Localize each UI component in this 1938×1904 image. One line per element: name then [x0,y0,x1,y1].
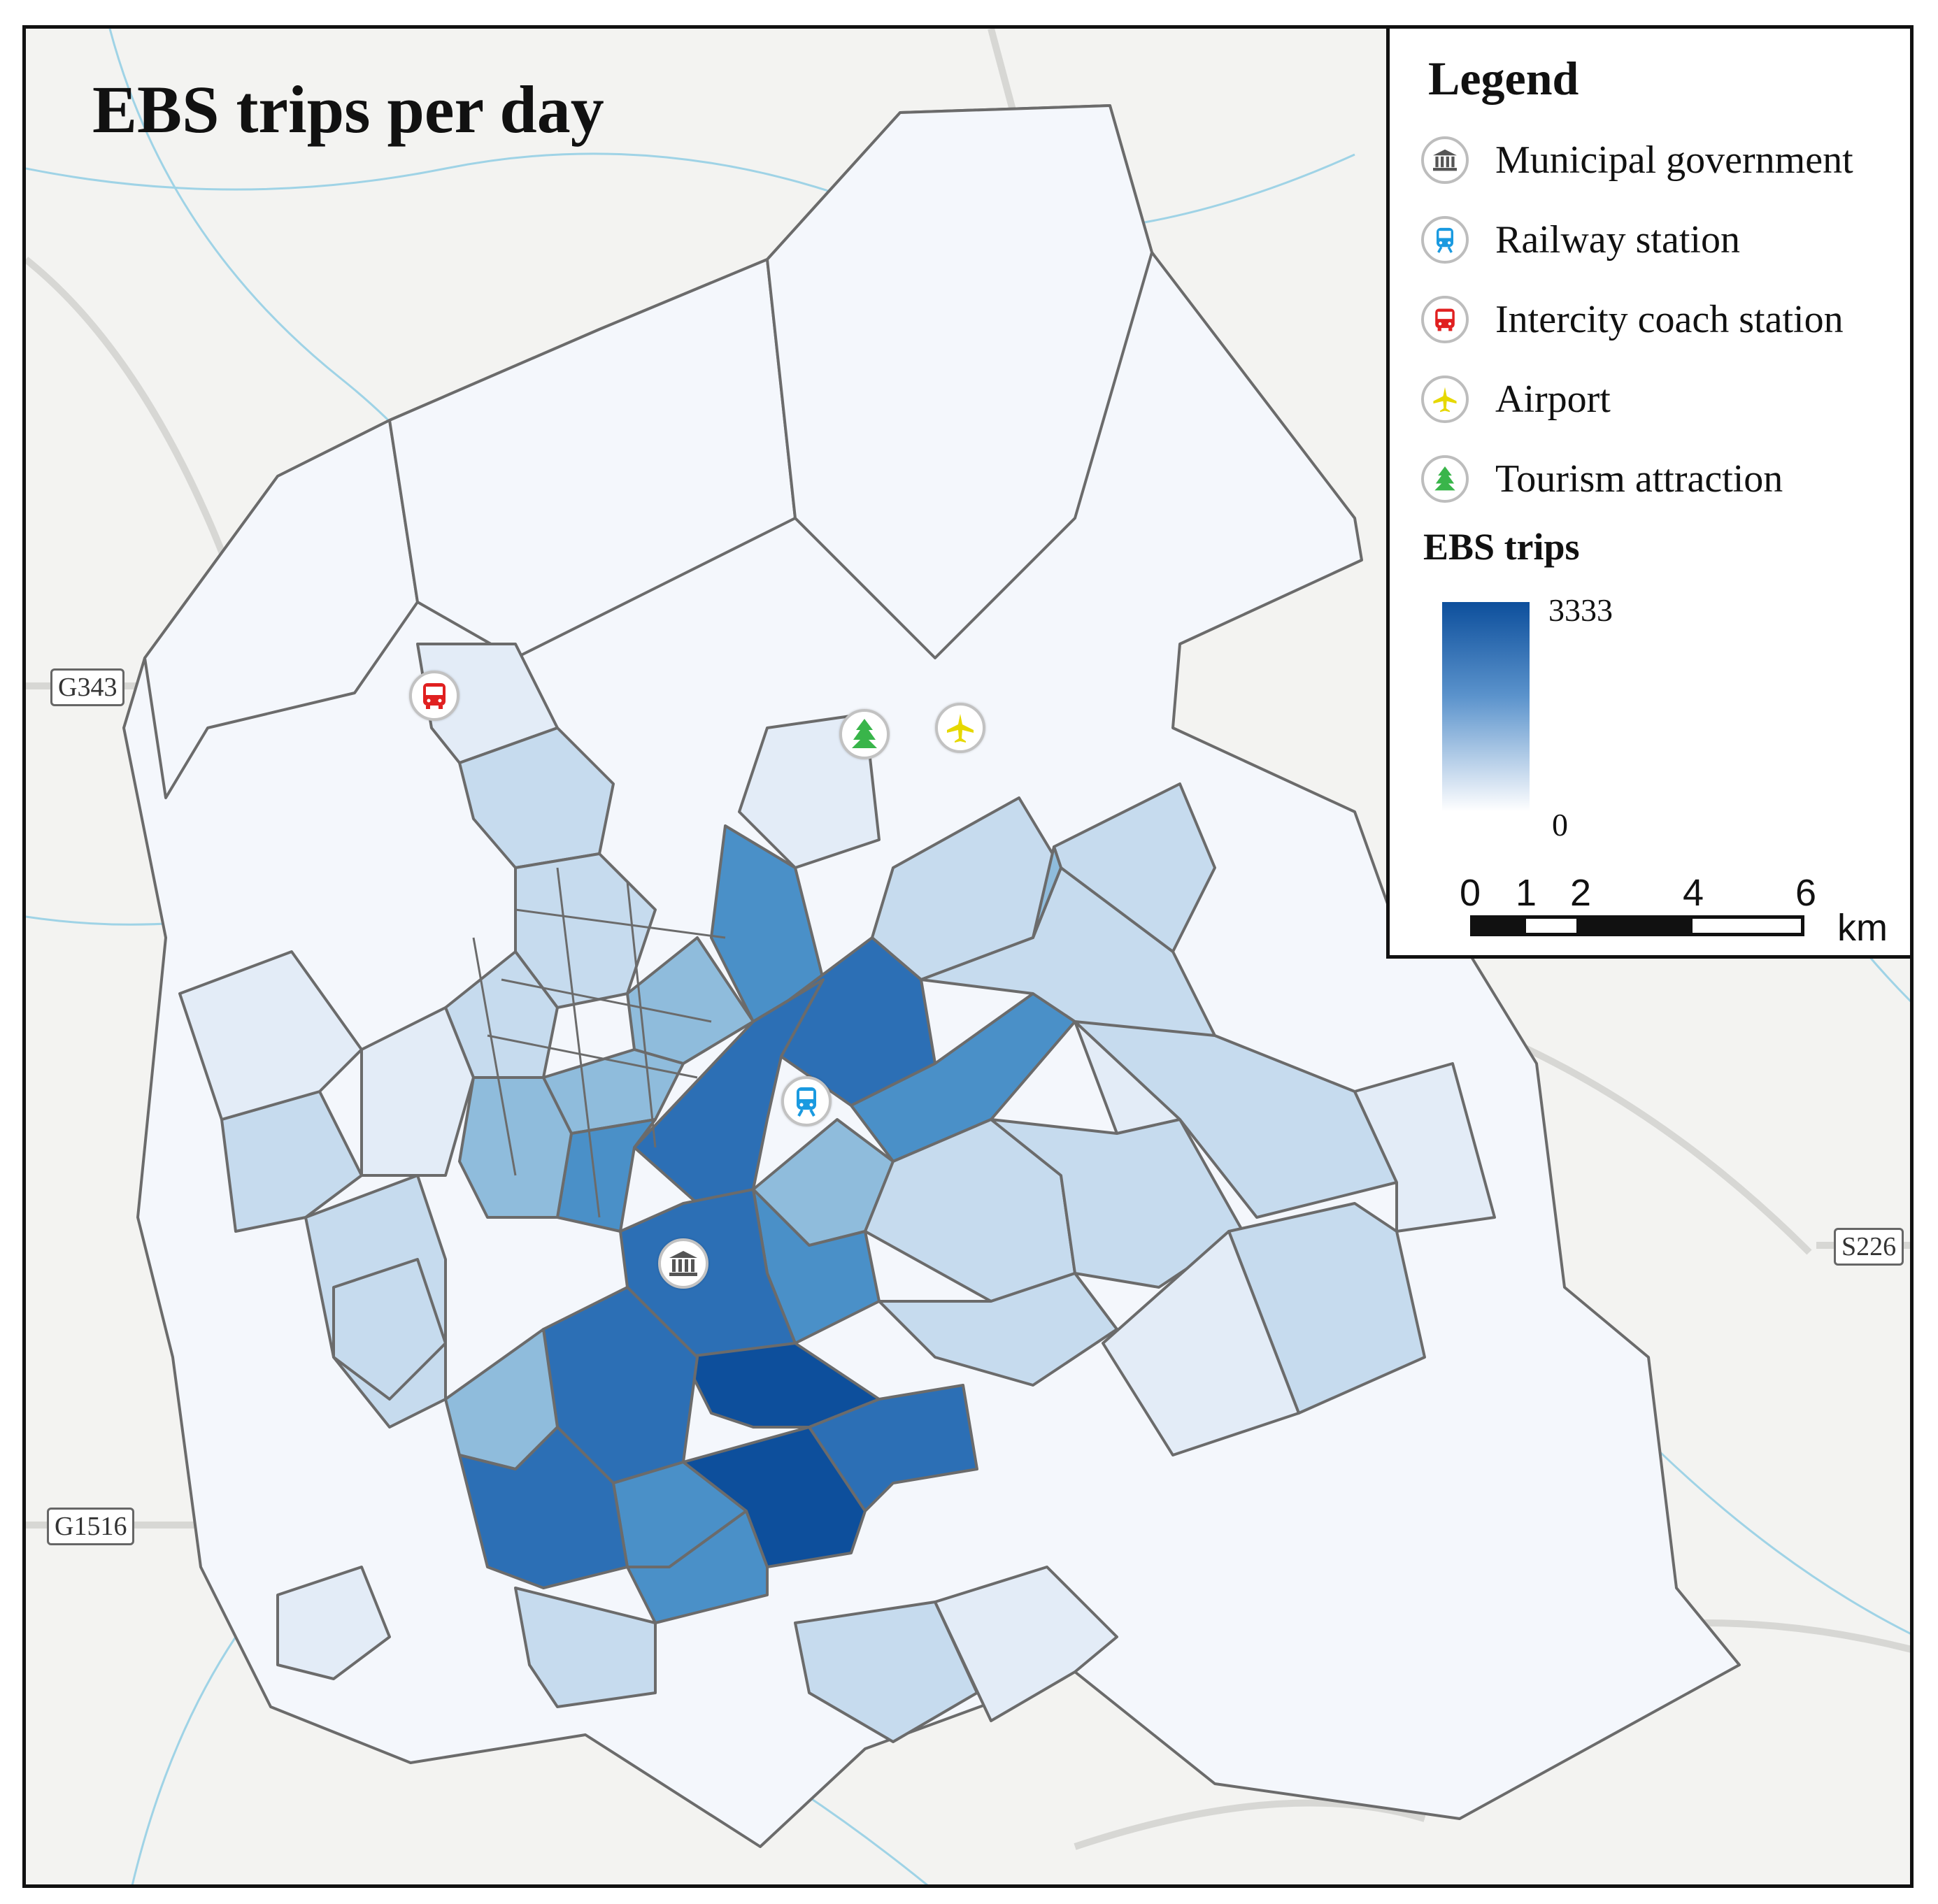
core-grid [472,867,726,1218]
districts [122,104,1741,1848]
tree-icon [1421,455,1469,503]
color-scale-min: 0 [1552,807,1568,843]
district-15 [808,1384,978,1512]
district-19 [458,1426,629,1589]
district-23 [794,1601,978,1743]
airplane-icon [1421,375,1469,423]
district-24 [934,1566,1118,1722]
road-shield-s226: S226 [1834,1228,1904,1266]
legend-label: Airport [1495,378,1611,421]
legend-item-tourism: Tourism attraction [1421,451,1783,507]
district-ne [766,104,1153,659]
government-marker[interactable] [658,1238,708,1289]
map-canvas[interactable] [26,29,1914,1888]
government-building-icon [669,1251,697,1276]
scale-bar-segment [1523,915,1580,936]
scale-bar-unit: km [1837,907,1888,949]
district-28 [1032,845,1062,939]
legend-title: Legend [1428,52,1579,105]
district-e2 [1102,1230,1300,1456]
district-w3 [332,1258,447,1401]
district-core-b [626,936,755,1065]
legend-item-coach: Intercity coach station [1421,292,1844,348]
legend-item-airport: Airport [1421,371,1611,427]
tourism-marker[interactable] [839,709,890,759]
district-w2 [178,950,363,1121]
district-sw1 [276,1566,391,1680]
district-26 [1353,1062,1496,1233]
scale-bar-label: 4 [1683,872,1704,914]
legend-panel: Legend Municipal government Railway stat… [1386,29,1910,959]
district-22 [514,1587,657,1708]
road-shield-g1516: G1516 [47,1508,135,1545]
scale-bar-label: 2 [1570,872,1592,914]
tree-icon [852,719,877,748]
bus-icon [423,683,446,709]
district-north [388,258,797,659]
scale-bar-segment [1470,915,1526,936]
district-nw [143,419,419,799]
legend-label: Tourism attraction [1495,457,1783,501]
color-scale-title: EBS trips [1423,526,1580,568]
map-title: EBS trips per day [92,72,604,147]
coach-station-marker[interactable] [409,671,459,721]
railway-station-marker[interactable] [781,1076,832,1126]
color-scale-gradient [1442,602,1530,812]
legend-label: Municipal government [1495,138,1853,182]
government-building-icon [1421,136,1469,184]
airport-marker[interactable] [935,703,985,753]
color-scale-max: 3333 [1548,592,1613,628]
district-core-f [360,1006,475,1177]
scale-bar-label: 6 [1795,872,1817,914]
scale-bar-label: 0 [1460,872,1481,914]
bus-icon [1421,296,1469,343]
airplane-icon [947,714,974,743]
train-icon [797,1087,816,1117]
train-icon [1421,216,1469,264]
scale-bar-segment [1689,915,1804,936]
map-frame: EBS trips per day G343 G1516 S226 Legend… [22,25,1914,1888]
legend-item-government: Municipal government [1421,132,1853,188]
legend-item-railway: Railway station [1421,212,1740,268]
road-shield-g343: G343 [50,668,125,706]
legend-label: Intercity coach station [1495,298,1844,341]
legend-label: Railway station [1495,218,1740,262]
scale-bar-label: 1 [1516,872,1537,914]
scale-bar-segment [1577,915,1693,936]
district-core-g [458,1076,573,1219]
